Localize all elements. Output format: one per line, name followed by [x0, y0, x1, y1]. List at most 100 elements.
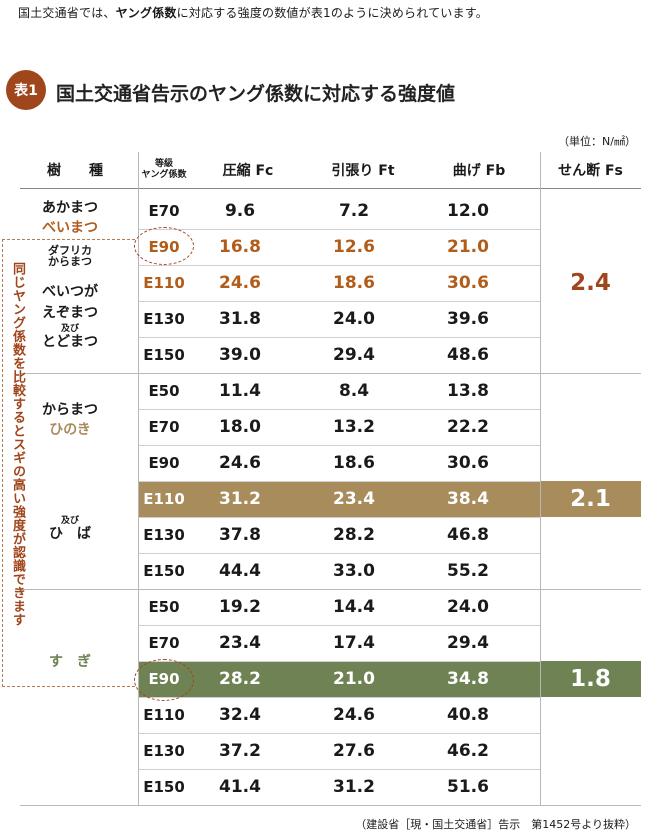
ft-cell: 13.2: [333, 417, 375, 437]
fb-cell: 55.2: [447, 561, 489, 581]
fc-cell: 28.2: [219, 669, 261, 689]
intro-bold: ヤング係数: [115, 6, 177, 20]
grade-cell: E70: [148, 202, 180, 220]
fc-cell: 24.6: [219, 273, 261, 293]
ft-cell: 33.0: [333, 561, 375, 581]
grade-cell: E150: [143, 778, 185, 796]
group-divider: [20, 373, 641, 374]
fc-cell: 19.2: [219, 597, 261, 617]
ft-cell: 24.6: [333, 705, 375, 725]
header-species: 樹 種: [47, 163, 103, 179]
header-grade-line2: ヤング係数: [141, 170, 187, 180]
species-akamatsu: あかまつ: [42, 200, 98, 216]
fb-cell: 12.0: [447, 201, 489, 221]
row-divider: [138, 481, 540, 482]
table-title: 国土交通省告示のヤング係数に対応する強度値: [56, 83, 456, 105]
grade-cell: E50: [148, 598, 180, 616]
species-todomatsu: とどまつ: [42, 334, 98, 350]
intro-text: 国土交通省では、ヤング係数に対応する強度の数値が表1のように決められています。: [18, 4, 488, 21]
side-note: 同じヤング係数を比較するとスギの高い強度が認識できます: [10, 262, 25, 627]
fb-cell: 40.8: [447, 705, 489, 725]
ft-cell: 12.6: [333, 237, 375, 257]
species-ezomatsu: えぞまつ: [42, 305, 98, 321]
ft-cell: 29.4: [333, 345, 375, 365]
fb-cell: 46.2: [447, 741, 489, 761]
highlight-band-hiba: [138, 481, 641, 517]
column-divider: [540, 152, 541, 805]
fc-cell: 16.8: [219, 237, 261, 257]
header-fb: 曲げ Fb: [452, 163, 506, 179]
row-divider: [138, 733, 540, 734]
grade-cell: E150: [143, 346, 185, 364]
grade-cell: E150: [143, 562, 185, 580]
fc-cell: 37.2: [219, 741, 261, 761]
species-dahurica-line1: ダフリカ: [48, 244, 92, 257]
grade-cell: E110: [143, 274, 185, 292]
grade-cell: E70: [148, 418, 180, 436]
ft-cell: 24.0: [333, 309, 375, 329]
shear-value-group3: 1.8: [570, 666, 611, 692]
fc-cell: 24.6: [219, 453, 261, 473]
fb-cell: 39.6: [447, 309, 489, 329]
ft-cell: 18.6: [333, 273, 375, 293]
fc-cell: 31.8: [219, 309, 261, 329]
group-divider: [20, 589, 641, 590]
header-grade: 等級 ヤング係数: [138, 152, 190, 188]
ft-cell: 23.4: [333, 489, 375, 509]
fc-cell: 41.4: [219, 777, 261, 797]
fc-cell: 37.8: [219, 525, 261, 545]
header-fc: 圧縮 Fc: [222, 163, 274, 179]
fc-cell: 18.0: [219, 417, 261, 437]
species-sugi: す ぎ: [49, 654, 91, 670]
fc-cell: 11.4: [219, 381, 261, 401]
header-fs: せん断 Fs: [558, 163, 623, 179]
shear-value-group2: 2.1: [570, 486, 611, 512]
fb-cell: 46.8: [447, 525, 489, 545]
row-divider: [138, 661, 540, 662]
unit-label: （単位：N/㎟）: [558, 135, 636, 148]
fb-cell: 30.6: [447, 273, 489, 293]
table-bottom-line: [20, 805, 641, 806]
source-note: （建設省［現・国土交通省］告示 第1452号より抜粋）: [355, 818, 636, 831]
grade-cell: E110: [143, 706, 185, 724]
species-hiba-group: 及びひ ば: [20, 516, 120, 542]
header-ft: 引張り Ft: [331, 163, 395, 179]
ft-cell: 14.4: [333, 597, 375, 617]
shear-value-group1: 2.4: [570, 270, 611, 296]
fb-cell: 24.0: [447, 597, 489, 617]
intro-post: に対応する強度の数値が表1のように決められています。: [176, 6, 488, 20]
fb-cell: 22.2: [447, 417, 489, 437]
row-divider: [138, 337, 540, 338]
fc-cell: 39.0: [219, 345, 261, 365]
column-divider: [138, 152, 139, 805]
row-divider: [138, 445, 540, 446]
row-divider: [138, 409, 540, 410]
highlight-circle-beimatsu-e90: [134, 227, 194, 265]
fb-cell: 30.6: [447, 453, 489, 473]
fc-cell: 31.2: [219, 489, 261, 509]
intro-pre: 国土交通省では、: [18, 6, 116, 20]
highlight-circle-sugi-e90: [134, 659, 194, 701]
fc-cell: 32.4: [219, 705, 261, 725]
fb-cell: 29.4: [447, 633, 489, 653]
grade-cell: E130: [143, 526, 185, 544]
grade-cell: E130: [143, 742, 185, 760]
comparison-bracket: [2, 239, 135, 687]
highlight-band-sugi: [138, 661, 641, 697]
table-badge: 表1: [6, 70, 46, 110]
fc-cell: 23.4: [219, 633, 261, 653]
header-grade-line1: 等級: [154, 159, 173, 169]
species-oyobi-1: 及び: [60, 324, 79, 334]
fb-cell: 38.4: [447, 489, 489, 509]
ft-cell: 21.0: [333, 669, 375, 689]
species-beitsuga: べいつが: [42, 284, 98, 300]
ft-cell: 27.6: [333, 741, 375, 761]
species-todomatsu-group: 及び とどまつ: [20, 324, 120, 350]
row-divider: [138, 301, 540, 302]
row-divider: [138, 769, 540, 770]
fc-cell: 44.4: [219, 561, 261, 581]
fb-cell: 13.8: [447, 381, 489, 401]
fb-cell: 48.6: [447, 345, 489, 365]
grade-cell: E130: [143, 310, 185, 328]
row-divider: [138, 553, 540, 554]
